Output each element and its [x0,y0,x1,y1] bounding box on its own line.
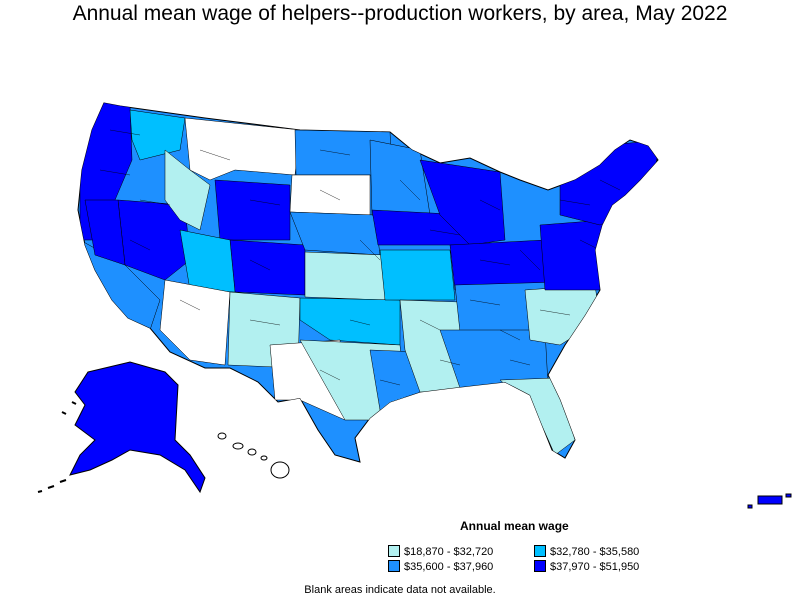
hawaii [217,432,290,479]
footnote: Blank areas indicate data not available. [304,584,496,596]
region-utah-south [179,229,236,293]
region-idaho [164,149,211,231]
legend-item-3: $35,600 - $37,960 [388,560,493,573]
region-oklahoma [299,297,401,346]
region-wisconsin-michigan [419,159,506,246]
legend-title: Annual mean wage [460,519,569,533]
legend-swatch-4 [534,560,546,572]
region-california-north [84,199,126,266]
region-florida [499,377,576,456]
puerto-rico [747,493,792,509]
legend-item-2: $32,780 - $35,580 [534,545,639,558]
legend-item-4: $37,970 - $51,950 [534,560,639,573]
legend-label-3: $35,600 - $37,960 [404,561,494,573]
legend-label-4: $37,970 - $51,950 [550,561,640,573]
legend-swatch-3 [388,560,400,572]
region-missouri [379,249,456,301]
region-colorado [229,239,306,296]
legend-item-1: $18,870 - $32,720 [388,545,493,558]
region-mid-atlantic [539,219,606,291]
legend-label-2: $32,780 - $35,580 [550,546,640,558]
region-minnesota [369,139,431,216]
region-montana [184,117,301,181]
region-carolinas [524,284,601,346]
region-new-england [559,139,658,226]
alaska-islands [37,401,77,493]
alaska [69,361,206,494]
legend-label-1: $18,870 - $32,720 [404,546,494,558]
region-kansas [304,251,386,301]
region-ohio-valley [449,239,546,291]
map-title: Annual mean wage of helpers--production … [72,2,728,25]
legend-swatch-1 [388,545,400,557]
region-oregon-interior [129,109,186,161]
legend-swatch-2 [534,545,546,557]
area-boundary-lines [99,129,621,386]
region-wyoming [214,179,291,241]
region-arizona [159,279,231,366]
